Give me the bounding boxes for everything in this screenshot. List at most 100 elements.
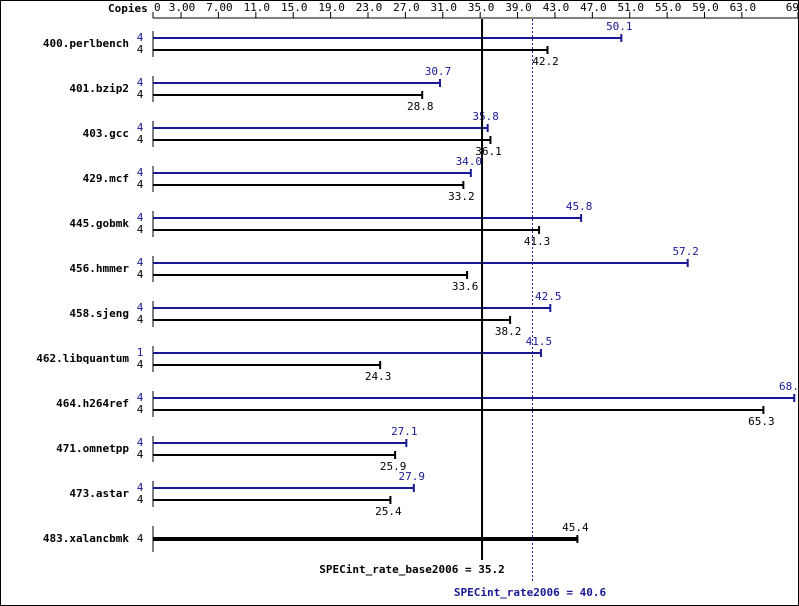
copies-label: 4 — [137, 256, 144, 269]
copies-label: 4 — [137, 448, 144, 461]
bar — [153, 139, 491, 141]
bar — [153, 229, 540, 231]
copies-label: 4 — [137, 178, 144, 191]
value-label: 50.1 — [606, 20, 633, 33]
value-label: 57.2 — [672, 245, 699, 258]
benchmark-label: 483.xalancbmk — [43, 532, 129, 545]
bar — [153, 82, 440, 84]
value-label: 25.9 — [380, 460, 407, 473]
bar — [153, 127, 488, 129]
x-tick-label: 43.0 — [543, 1, 570, 14]
x-tick-label: 15.0 — [281, 1, 308, 14]
x-tick-label: 39.0 — [505, 1, 532, 14]
value-label: 45.4 — [562, 521, 589, 534]
copies-label: 4 — [137, 493, 144, 506]
value-label: 45.8 — [566, 200, 593, 213]
value-label: 34.0 — [456, 155, 483, 168]
copies-label: 4 — [137, 121, 144, 134]
copies-label: 4 — [137, 223, 144, 236]
copies-label: 4 — [137, 301, 144, 314]
x-tick-label: 35.0 — [468, 1, 495, 14]
x-tick-label: 31.0 — [431, 1, 458, 14]
bar — [153, 352, 541, 354]
bar — [153, 537, 578, 541]
benchmark-label: 456.hmmer — [69, 262, 129, 275]
benchmark-label: 464.h264ref — [56, 397, 129, 410]
benchmark-label: 400.perlbench — [43, 37, 129, 50]
value-label: 25.4 — [375, 505, 402, 518]
bar — [153, 397, 795, 399]
x-axis-label: Copies — [108, 2, 148, 15]
copies-label: 4 — [137, 403, 144, 416]
copies-label: 4 — [137, 481, 144, 494]
value-label: 41.5 — [526, 335, 553, 348]
bar — [153, 217, 582, 219]
x-tick-label: 19.0 — [318, 1, 345, 14]
bar — [153, 364, 381, 366]
value-label: 30.7 — [425, 65, 452, 78]
benchmark-label: 473.astar — [69, 487, 129, 500]
value-label: 42.5 — [535, 290, 562, 303]
copies-label: 4 — [137, 436, 144, 449]
copies-label: 4 — [137, 211, 144, 224]
bar — [153, 262, 688, 264]
benchmark-label: 471.omnetpp — [56, 442, 129, 455]
value-label: 42.2 — [532, 55, 559, 68]
copies-label: 4 — [137, 133, 144, 146]
x-tick-label: 51.0 — [617, 1, 644, 14]
copies-label: 4 — [137, 43, 144, 56]
copies-label: 4 — [137, 88, 144, 101]
reference-label: SPECint_rate2006 = 40.6 — [454, 586, 607, 599]
value-label: 28.8 — [407, 100, 434, 113]
benchmark-label: 403.gcc — [83, 127, 129, 140]
bar — [153, 37, 622, 39]
x-tick-label: 69.0 — [786, 1, 799, 14]
x-tick-label: 63.0 — [730, 1, 757, 14]
x-tick-label: 11.0 — [244, 1, 271, 14]
bar — [153, 172, 471, 174]
copies-label: 4 — [137, 532, 144, 545]
copies-label: 4 — [137, 391, 144, 404]
bar — [153, 487, 414, 489]
bar — [153, 307, 551, 309]
bar — [153, 442, 407, 444]
bar — [153, 499, 391, 501]
benchmark-label: 445.gobmk — [69, 217, 129, 230]
x-tick-label: 27.0 — [393, 1, 420, 14]
bar — [153, 94, 423, 96]
bar — [153, 319, 511, 321]
value-label: 35.8 — [472, 110, 499, 123]
x-tick-label: 55.0 — [655, 1, 682, 14]
reference-label: SPECint_rate_base2006 = 35.2 — [319, 563, 504, 576]
value-label: 33.2 — [448, 190, 475, 203]
copies-label: 4 — [137, 76, 144, 89]
x-tick-label: 23.0 — [356, 1, 383, 14]
value-label: 38.2 — [495, 325, 522, 338]
copies-label: 4 — [137, 166, 144, 179]
x-tick-label: 7.00 — [206, 1, 233, 14]
benchmark-label: 462.libquantum — [36, 352, 129, 365]
copies-label: 4 — [137, 268, 144, 281]
value-label: 24.3 — [365, 370, 392, 383]
x-tick-label: 0 — [154, 1, 161, 14]
value-label: 68.6 — [779, 380, 799, 393]
copies-label: 4 — [137, 313, 144, 326]
bar — [153, 49, 548, 51]
x-tick-label: 47.0 — [580, 1, 607, 14]
value-label: 41.3 — [524, 235, 551, 248]
bar — [153, 454, 396, 456]
copies-label: 4 — [137, 358, 144, 371]
value-label: 27.1 — [391, 425, 418, 438]
x-tick-label: 59.0 — [692, 1, 719, 14]
value-label: 33.6 — [452, 280, 479, 293]
bar — [153, 184, 464, 186]
x-tick-label: 3.00 — [169, 1, 196, 14]
copies-label: 1 — [137, 346, 144, 359]
benchmark-label: 429.mcf — [83, 172, 129, 185]
benchmark-label: 401.bzip2 — [69, 82, 129, 95]
bar — [153, 409, 764, 411]
copies-label: 4 — [137, 31, 144, 44]
